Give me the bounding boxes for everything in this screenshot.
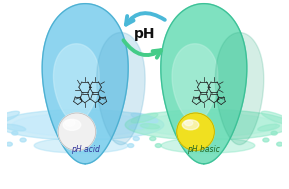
Ellipse shape bbox=[20, 138, 26, 142]
Polygon shape bbox=[53, 44, 99, 122]
Ellipse shape bbox=[63, 119, 81, 130]
Ellipse shape bbox=[161, 138, 255, 153]
Ellipse shape bbox=[261, 111, 289, 125]
Ellipse shape bbox=[129, 124, 149, 129]
Ellipse shape bbox=[128, 144, 134, 147]
Text: pH acid: pH acid bbox=[71, 145, 100, 154]
Circle shape bbox=[177, 113, 214, 150]
Polygon shape bbox=[42, 4, 128, 164]
Ellipse shape bbox=[6, 142, 12, 146]
Ellipse shape bbox=[277, 142, 283, 146]
Ellipse shape bbox=[184, 120, 193, 126]
Polygon shape bbox=[172, 44, 218, 122]
Ellipse shape bbox=[0, 110, 164, 140]
Ellipse shape bbox=[139, 113, 277, 136]
Polygon shape bbox=[161, 4, 247, 164]
Ellipse shape bbox=[131, 113, 158, 123]
Ellipse shape bbox=[258, 124, 279, 131]
Ellipse shape bbox=[0, 111, 19, 125]
Circle shape bbox=[58, 113, 96, 150]
Ellipse shape bbox=[34, 138, 128, 153]
Ellipse shape bbox=[125, 110, 289, 140]
Ellipse shape bbox=[140, 124, 160, 129]
Ellipse shape bbox=[263, 138, 269, 142]
Ellipse shape bbox=[182, 120, 199, 130]
Polygon shape bbox=[97, 33, 145, 145]
Polygon shape bbox=[215, 33, 264, 145]
Ellipse shape bbox=[12, 113, 150, 136]
Ellipse shape bbox=[155, 144, 161, 147]
Ellipse shape bbox=[4, 124, 26, 131]
Ellipse shape bbox=[271, 131, 277, 135]
Ellipse shape bbox=[131, 113, 158, 123]
Text: pH basic: pH basic bbox=[187, 145, 220, 154]
Ellipse shape bbox=[65, 120, 75, 126]
Ellipse shape bbox=[133, 137, 139, 141]
Text: pH: pH bbox=[134, 27, 155, 41]
Ellipse shape bbox=[12, 131, 18, 135]
Ellipse shape bbox=[150, 137, 156, 141]
